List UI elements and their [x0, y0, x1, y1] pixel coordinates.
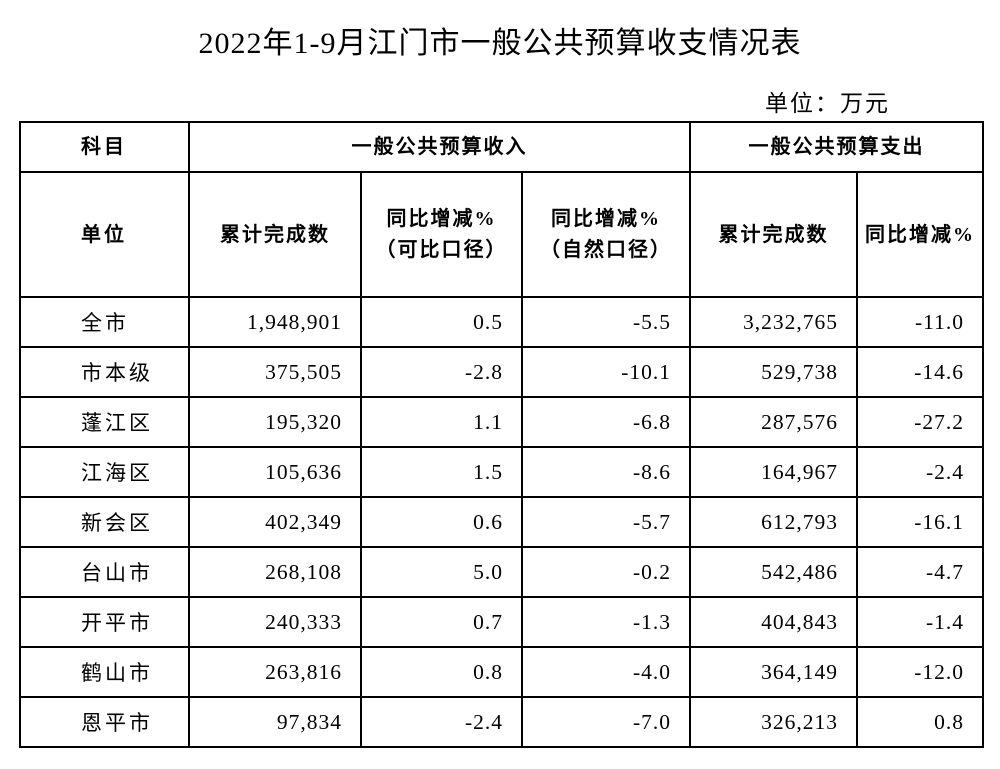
revenue-yoy-natural-cell: -6.8 — [520, 396, 692, 448]
region-cell: 新会区 — [19, 496, 190, 548]
expenditure-yoy-cell: -12.0 — [856, 646, 985, 698]
expenditure-yoy-cell: -16.1 — [856, 496, 985, 548]
revenue-yoy-natural-cell: -7.0 — [520, 696, 692, 748]
expenditure-yoy-cell: 0.8 — [856, 696, 985, 748]
table-row: 新会区 402,349 0.6 -5.7 612,793 -16.1 — [19, 496, 985, 548]
revenue-total-cell: 1,948,901 — [188, 296, 362, 348]
revenue-yoy-comparable-cell: 0.8 — [360, 646, 523, 698]
revenue-yoy-natural-line2: （自然口径） — [540, 238, 672, 261]
revenue-yoy-natural-cell: -8.6 — [520, 446, 692, 498]
region-cell: 市本级 — [19, 346, 190, 398]
revenue-group-header-cell: 一般公共预算收入 — [187, 121, 692, 173]
expenditure-yoy-cell: -1.4 — [856, 596, 985, 648]
table-body: 全市 1,948,901 0.5 -5.5 3,232,765 -11.0 市本… — [19, 296, 985, 748]
revenue-total-cell: 263,816 — [188, 646, 362, 698]
expenditure-yoy-cell: -27.2 — [856, 396, 985, 448]
revenue-yoy-natural-cell: -1.3 — [520, 596, 692, 648]
header-row-columns: 单位 累计完成数 同比增减% （可比口径） 同比增减% （自然口径） 累计完成数… — [19, 171, 985, 298]
table-row: 台山市 268,108 5.0 -0.2 542,486 -4.7 — [19, 546, 985, 598]
revenue-yoy-comparable-cell: 0.6 — [360, 496, 523, 548]
table-row: 恩平市 97,834 -2.4 -7.0 326,213 0.8 — [19, 696, 985, 748]
revenue-yoy-comparable-cell: 0.7 — [360, 596, 523, 648]
expenditure-yoy-cell: -11.0 — [856, 296, 985, 348]
revenue-yoy-natural-cell: -5.5 — [520, 296, 692, 348]
table-row: 市本级 375,505 -2.8 -10.1 529,738 -14.6 — [19, 346, 985, 398]
expenditure-total-cell: 404,843 — [689, 596, 859, 648]
budget-table: 科目 一般公共预算收入 一般公共预算支出 单位 累计完成数 同比增减% （可比口… — [19, 121, 985, 748]
region-cell: 恩平市 — [19, 696, 190, 748]
region-cell: 全市 — [19, 296, 190, 348]
revenue-yoy-natural-cell: -4.0 — [520, 646, 692, 698]
expenditure-yoy-cell: -14.6 — [856, 346, 985, 398]
expenditure-total-header-cell: 累计完成数 — [689, 171, 859, 298]
revenue-total-cell: 105,636 — [188, 446, 362, 498]
revenue-total-cell: 240,333 — [188, 596, 362, 648]
revenue-yoy-comparable-line2: （可比口径） — [375, 238, 508, 261]
revenue-total-cell: 195,320 — [188, 396, 362, 448]
revenue-yoy-comparable-cell: 5.0 — [360, 546, 523, 598]
page-title: 2022年1-9月江门市一般公共预算收支情况表 — [198, 27, 802, 60]
table-row: 鹤山市 263,816 0.8 -4.0 364,149 -12.0 — [19, 646, 985, 698]
expenditure-total-cell: 612,793 — [689, 496, 859, 548]
region-cell: 开平市 — [19, 596, 190, 648]
revenue-yoy-natural-cell: -10.1 — [520, 346, 692, 398]
expenditure-total-cell: 529,738 — [689, 346, 859, 398]
expenditure-total-cell: 326,213 — [689, 696, 859, 748]
region-cell: 江海区 — [19, 446, 190, 498]
expenditure-group-header-cell: 一般公共预算支出 — [689, 121, 985, 173]
revenue-yoy-natural-cell: -5.7 — [520, 496, 692, 548]
revenue-yoy-comparable-cell: -2.4 — [360, 696, 523, 748]
revenue-yoy-comparable-cell: 1.1 — [360, 396, 523, 448]
revenue-total-cell: 268,108 — [188, 546, 362, 598]
revenue-yoy-comparable-cell: 0.5 — [360, 296, 523, 348]
table-row: 开平市 240,333 0.7 -1.3 404,843 -1.4 — [19, 596, 985, 648]
revenue-yoy-natural-cell: -0.2 — [520, 546, 692, 598]
unit-of-measure-label: 单位：万元 — [765, 91, 890, 116]
region-cell: 鹤山市 — [19, 646, 190, 698]
table-row: 江海区 105,636 1.5 -8.6 164,967 -2.4 — [19, 446, 985, 498]
region-cell: 台山市 — [19, 546, 190, 598]
revenue-yoy-natural-header-cell: 同比增减% （自然口径） — [520, 171, 692, 298]
expenditure-total-cell: 287,576 — [689, 396, 859, 448]
table-row: 全市 1,948,901 0.5 -5.5 3,232,765 -11.0 — [19, 296, 985, 348]
expenditure-total-cell: 3,232,765 — [689, 296, 859, 348]
expenditure-total-cell: 542,486 — [689, 546, 859, 598]
revenue-yoy-natural-line1: 同比增减% — [551, 207, 661, 230]
region-cell: 蓬江区 — [19, 396, 190, 448]
revenue-yoy-comparable-cell: 1.5 — [360, 446, 523, 498]
revenue-yoy-comparable-line1: 同比增减% — [386, 207, 497, 230]
expenditure-yoy-header-cell: 同比增减% — [856, 171, 985, 298]
revenue-total-cell: 375,505 — [188, 346, 362, 398]
expenditure-total-cell: 164,967 — [689, 446, 859, 498]
subject-header-cell: 科目 — [19, 121, 190, 173]
revenue-total-cell: 97,834 — [188, 696, 362, 748]
revenue-yoy-comparable-cell: -2.8 — [360, 346, 523, 398]
header-row-groups: 科目 一般公共预算收入 一般公共预算支出 — [19, 121, 985, 173]
table-row: 蓬江区 195,320 1.1 -6.8 287,576 -27.2 — [19, 396, 985, 448]
revenue-total-header-cell: 累计完成数 — [188, 171, 362, 298]
expenditure-yoy-cell: -4.7 — [856, 546, 985, 598]
revenue-total-cell: 402,349 — [188, 496, 362, 548]
unit-header-cell: 单位 — [19, 171, 190, 298]
expenditure-yoy-cell: -2.4 — [856, 446, 985, 498]
revenue-yoy-comparable-header-cell: 同比增减% （可比口径） — [360, 171, 523, 298]
expenditure-total-cell: 364,149 — [689, 646, 859, 698]
